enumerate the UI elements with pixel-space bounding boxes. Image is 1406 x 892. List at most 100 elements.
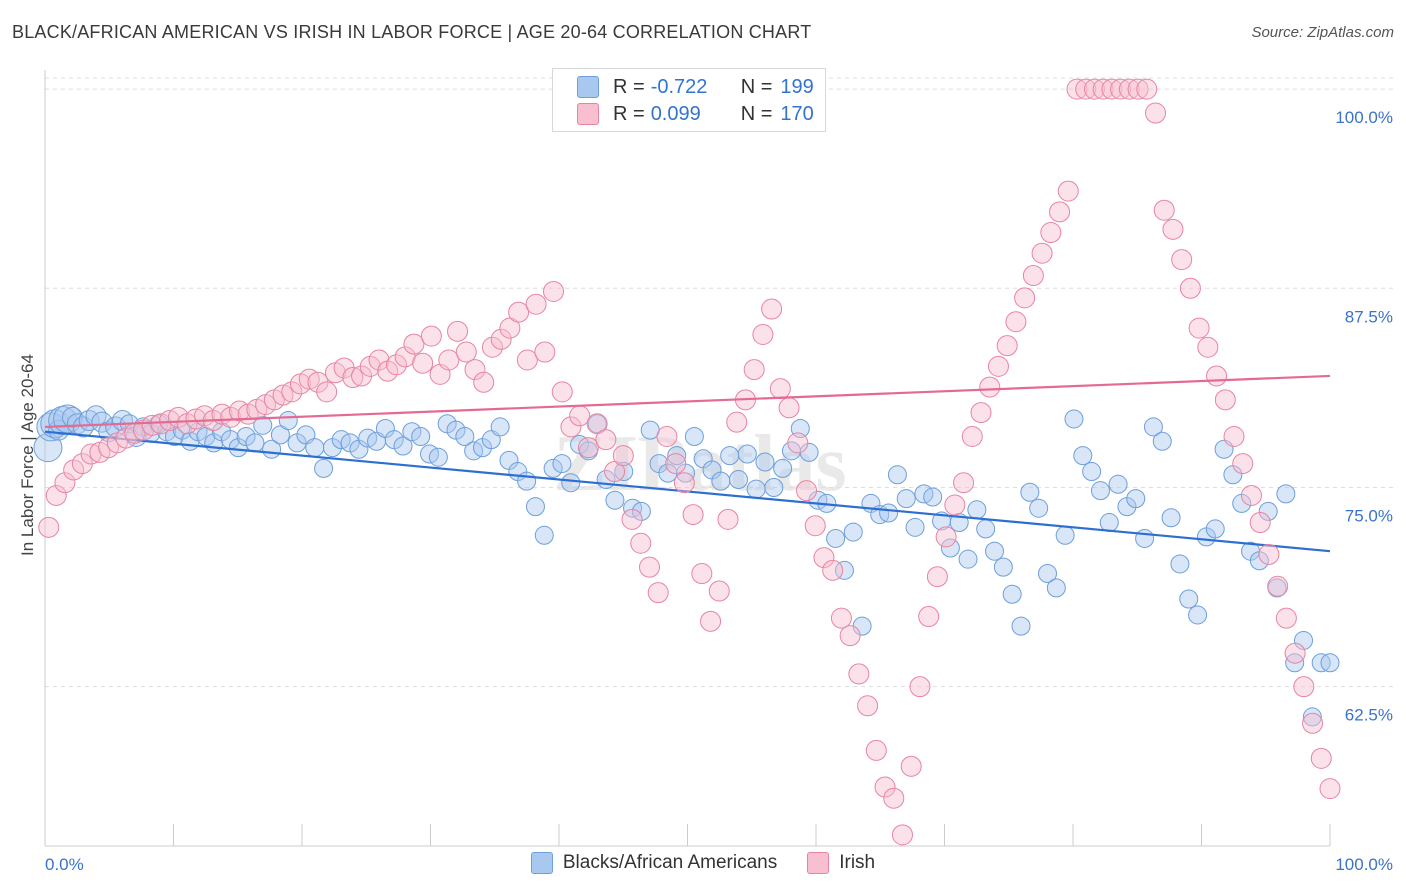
point-blacks	[1126, 489, 1146, 509]
point-blacks	[1046, 578, 1066, 598]
point-blacks	[552, 454, 572, 474]
point-blacks	[543, 458, 563, 478]
point-irish	[1145, 102, 1167, 124]
point-blacks	[985, 541, 1005, 561]
legend-label-irish: Irish	[839, 852, 876, 873]
point-irish	[1284, 642, 1306, 664]
point-blacks	[411, 426, 431, 446]
point-blacks	[1161, 508, 1181, 528]
point-blacks	[587, 414, 607, 434]
point-blacks	[525, 497, 545, 517]
pink-swatch-icon	[807, 852, 830, 874]
x-tick-label: 100.0%	[1335, 855, 1393, 874]
blue-swatch-icon	[577, 76, 599, 98]
point-irish	[761, 298, 783, 320]
legend-n-value: 199	[780, 75, 814, 98]
point-irish	[1014, 287, 1036, 309]
point-blacks	[1037, 564, 1057, 584]
point-irish	[1293, 676, 1315, 698]
point-blacks	[111, 410, 133, 432]
point-irish	[1040, 222, 1062, 244]
legend-row-irish: R = 0.099 N = 170	[577, 102, 814, 126]
point-irish	[1031, 242, 1053, 264]
point-irish	[621, 508, 643, 530]
legend-r-label: R =	[613, 75, 645, 98]
point-blacks	[887, 465, 907, 485]
y-tick-label: 62.5%	[1345, 706, 1393, 725]
point-irish	[1057, 180, 1079, 202]
point-blacks	[1188, 605, 1208, 625]
point-blacks	[1090, 481, 1110, 501]
point-irish	[953, 472, 975, 494]
point-irish	[420, 325, 442, 347]
point-irish	[455, 341, 477, 363]
point-blacks	[1179, 589, 1199, 609]
point-irish	[543, 280, 565, 302]
point-blacks	[711, 471, 731, 491]
legend-item-blacks: Blacks/African Americans	[530, 852, 778, 874]
point-irish	[1022, 265, 1044, 287]
point-blacks	[428, 447, 448, 467]
point-irish	[708, 580, 730, 602]
point-blacks	[534, 525, 554, 545]
point-blacks	[605, 490, 625, 510]
point-irish	[1066, 78, 1088, 100]
pink-swatch-icon	[577, 103, 599, 125]
point-irish	[185, 408, 207, 430]
point-irish	[403, 333, 425, 355]
point-blacks	[958, 549, 978, 569]
point-blacks	[245, 433, 265, 453]
point-blacks	[1294, 630, 1314, 650]
point-irish	[918, 606, 940, 628]
point-blacks	[1108, 474, 1128, 494]
point-blacks	[843, 522, 863, 542]
point-irish	[1092, 78, 1114, 100]
point-irish	[560, 416, 582, 438]
point-blacks	[1082, 462, 1102, 482]
point-irish	[682, 504, 704, 526]
legend-n-label: N =	[740, 102, 773, 125]
point-blacks	[1055, 525, 1075, 545]
point-irish	[830, 607, 852, 629]
point-blacks	[1029, 498, 1049, 518]
point-irish	[874, 776, 896, 798]
point-irish	[961, 425, 983, 447]
point-irish	[316, 381, 338, 403]
legend-label-blacks: Blacks/African Americans	[562, 852, 778, 873]
point-irish	[857, 695, 879, 717]
point-blacks	[393, 436, 413, 456]
point-blacks	[1258, 501, 1278, 521]
point-irish	[900, 755, 922, 777]
point-irish	[228, 400, 250, 422]
point-blacks	[1011, 616, 1031, 636]
point-irish	[412, 352, 434, 374]
point-irish	[1127, 78, 1149, 100]
point-irish	[551, 381, 573, 403]
y-tick-label: 100.0%	[1335, 108, 1393, 127]
point-irish	[970, 402, 992, 424]
blue-swatch-icon	[530, 852, 553, 874]
point-blacks	[1205, 519, 1225, 539]
legend-n-value: 170	[780, 102, 814, 125]
point-blacks	[1170, 554, 1190, 574]
point-irish	[996, 335, 1018, 357]
point-irish	[813, 547, 835, 569]
y-tick-label: 87.5%	[1345, 307, 1393, 326]
x-tick-label: 0.0%	[45, 855, 84, 874]
point-blacks	[455, 426, 475, 446]
point-irish	[1136, 78, 1158, 100]
point-irish	[342, 367, 364, 389]
point-blacks	[253, 415, 273, 435]
point-irish	[1049, 201, 1071, 223]
point-irish	[604, 461, 626, 483]
point-blacks	[967, 500, 987, 520]
point-blacks	[976, 519, 996, 539]
point-irish	[1223, 425, 1245, 447]
point-blacks	[490, 417, 510, 437]
point-irish	[1214, 389, 1236, 411]
point-irish	[700, 610, 722, 632]
point-blacks	[746, 479, 766, 499]
point-blacks	[1143, 417, 1163, 437]
legend-r-label: R =	[613, 102, 645, 125]
